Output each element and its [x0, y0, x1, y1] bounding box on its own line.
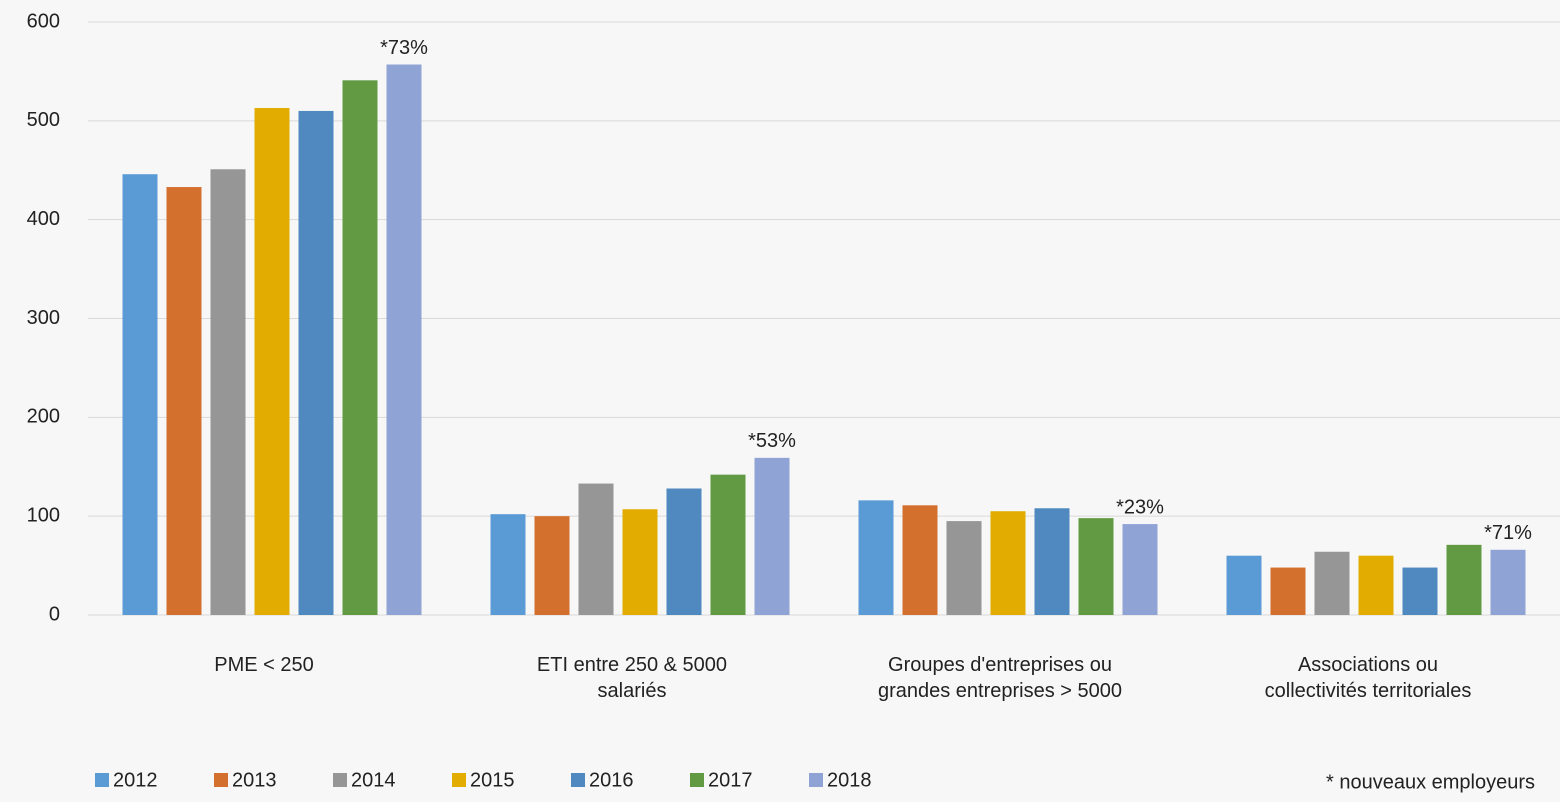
bar: [666, 488, 702, 615]
annotation: *53%: [748, 430, 796, 452]
bar: [1226, 555, 1262, 615]
x-tick-label: Associations ou collectivités territoria…: [1264, 654, 1472, 702]
legend-swatch: [690, 773, 704, 787]
legend-label: 2012: [113, 769, 158, 791]
bar: [342, 80, 378, 616]
bar: [578, 483, 614, 615]
legend-swatch: [452, 773, 466, 787]
bar: [1490, 549, 1526, 615]
bar: [710, 474, 746, 615]
bar: [254, 107, 290, 616]
legend-swatch: [571, 773, 585, 787]
bar: [386, 64, 422, 615]
x-tick-label: ETI entre 250 & 5000 salariés: [536, 654, 728, 702]
y-tick-label: 600: [27, 10, 60, 32]
legend-swatch: [333, 773, 347, 787]
bar: [990, 511, 1026, 615]
legend-swatch: [809, 773, 823, 787]
bar: [298, 110, 334, 615]
legend-swatch: [95, 773, 109, 787]
bar: [902, 505, 938, 615]
legend-label: 2016: [589, 769, 634, 791]
annotation: *23%: [1116, 496, 1164, 518]
legend-label: 2013: [232, 769, 277, 791]
bar: [858, 500, 894, 615]
bar: [210, 169, 246, 616]
bar: [1270, 567, 1306, 615]
bar: [1122, 524, 1158, 615]
bar: [1078, 518, 1114, 615]
y-tick-label: 300: [27, 307, 60, 329]
bar: [1402, 567, 1438, 615]
bar: [1358, 555, 1394, 615]
legend-label: 2014: [351, 769, 396, 791]
bar: [754, 457, 790, 615]
footnote: * nouveaux employeurs: [1326, 771, 1535, 793]
x-tick-label: Groupes d'entreprises ou grandes entrepr…: [877, 654, 1123, 702]
legend-label: 2018: [827, 769, 872, 791]
x-tick-label: PME < 250: [214, 654, 314, 676]
bar: [122, 174, 158, 615]
bar: [534, 516, 570, 615]
annotation: *73%: [380, 37, 428, 59]
legend-swatch: [214, 773, 228, 787]
bar: [166, 187, 202, 615]
y-tick-label: 100: [27, 504, 60, 526]
y-tick-label: 500: [27, 109, 60, 131]
bar: [622, 509, 658, 615]
y-tick-label: 0: [49, 603, 60, 625]
legend-label: 2015: [470, 769, 515, 791]
y-tick-label: 400: [27, 208, 60, 230]
y-tick-label: 200: [27, 406, 60, 428]
bar: [946, 521, 982, 615]
bar: [490, 514, 526, 615]
annotation: *71%: [1484, 522, 1532, 544]
bar: [1314, 551, 1350, 615]
bar: [1446, 544, 1482, 615]
bar: [1034, 508, 1070, 615]
legend-label: 2017: [708, 769, 753, 791]
